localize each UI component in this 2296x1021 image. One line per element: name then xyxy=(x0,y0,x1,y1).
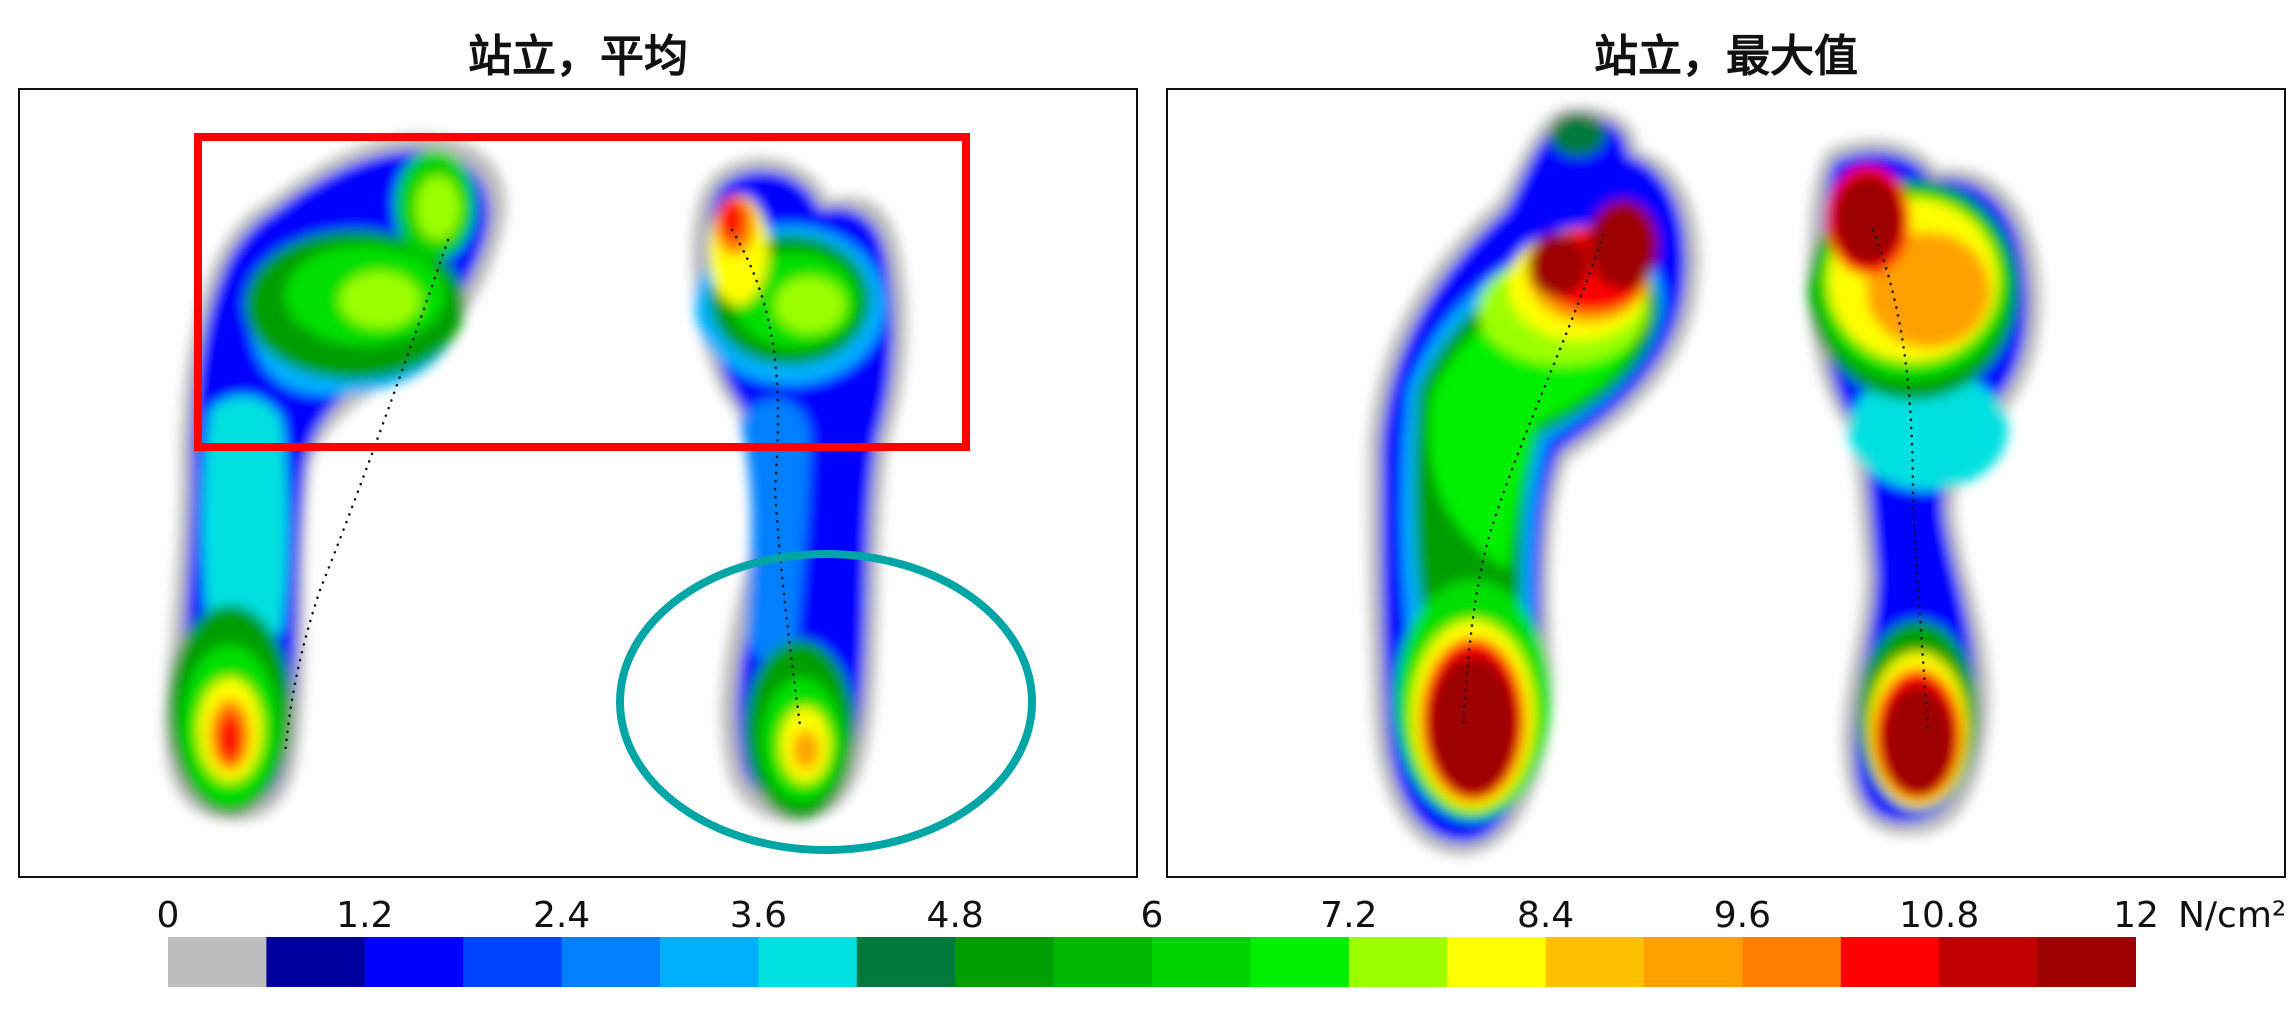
colorbar-segment xyxy=(1053,937,1153,987)
left-pressure-map xyxy=(164,133,1036,854)
left-forefoot-yellowgreen xyxy=(340,272,420,328)
colorbar-tick-label: 0 xyxy=(156,895,180,936)
left-toe-max-green xyxy=(1550,113,1606,157)
right-pressure-panel xyxy=(1166,88,2286,878)
colorbar-segment xyxy=(463,937,563,987)
left-toe-yellowgreen xyxy=(416,176,460,240)
colorbar-segment xyxy=(1939,937,2039,987)
colorbar-tick-label: 8.4 xyxy=(1516,895,1575,936)
right-forefoot-yellowgreen xyxy=(775,277,845,333)
colorbar-segment xyxy=(1840,937,1940,987)
right-foot-max-cop-trail xyxy=(1871,228,1930,732)
colorbar-tick-label: 6 xyxy=(1140,895,1164,936)
left-pressure-panel xyxy=(18,88,1138,878)
colorbar-segment xyxy=(1644,937,1743,987)
colorbar xyxy=(168,937,2136,987)
colorbar-segment xyxy=(561,937,661,987)
colorbar-segment xyxy=(364,937,464,987)
heel-highlight-ellipse xyxy=(616,550,1036,854)
colorbar-tick-label: 9.6 xyxy=(1713,895,1772,936)
right-foot-midblue xyxy=(740,398,810,662)
right-forefoot-max-orange xyxy=(1866,232,1990,348)
colorbar-segment xyxy=(1545,937,1645,987)
right-forefoot-max-darkred xyxy=(1834,175,1902,265)
right-foot-cop-trail xyxy=(730,228,802,727)
right-foot-print xyxy=(691,157,908,823)
left-foot-max-cop-trail xyxy=(1461,233,1605,732)
left-heel-max-darkred xyxy=(1429,655,1517,795)
colorbar-segment xyxy=(1348,937,1448,987)
right-pressure-map xyxy=(1368,106,2042,856)
left-forefoot-max-darkred-a xyxy=(1528,233,1588,297)
left-panel-title: 站立，平均 xyxy=(468,31,688,82)
colorbar-segment xyxy=(856,937,956,987)
colorbar-tick-label: 10.8 xyxy=(1899,895,1980,936)
right-foot-print-max xyxy=(1808,139,2042,836)
colorbar-segment xyxy=(1152,937,1251,987)
left-forefoot-max-darkred-b xyxy=(1588,200,1658,290)
left-foot-print xyxy=(164,134,507,821)
colorbar-segment xyxy=(2037,937,2136,987)
colorbar-segment xyxy=(168,937,267,987)
left-foot-cop-trail xyxy=(283,238,450,757)
colorbar-segment xyxy=(758,937,858,987)
left-foot-cyan xyxy=(202,396,288,645)
forefoot-highlight-rectangle xyxy=(194,133,970,451)
colorbar-unit-label: N/cm² xyxy=(2178,895,2287,936)
colorbar-segment xyxy=(1250,937,1350,987)
right-panel-title: 站立，最大值 xyxy=(1594,31,1858,82)
colorbar-segment xyxy=(660,937,759,987)
colorbar-segment xyxy=(266,937,366,987)
colorbar-tick-label: 4.8 xyxy=(926,895,984,936)
colorbar-segment xyxy=(1742,937,1842,987)
left-heel-red xyxy=(218,714,242,762)
right-heel-max-darkred xyxy=(1882,685,1954,795)
left-foot-print-max xyxy=(1368,106,1700,856)
right-foot-max-midfoot-cyan xyxy=(1848,370,2008,490)
colorbar-segment xyxy=(1447,937,1547,987)
colorbar-tick-label: 12 xyxy=(2113,895,2159,936)
colorbar-tick-label: 2.4 xyxy=(532,895,591,936)
colorbar-tick-label: 3.6 xyxy=(729,895,788,936)
colorbar-tick-label: 1.2 xyxy=(336,895,394,936)
right-heel-orange xyxy=(793,730,819,770)
right-toe-red xyxy=(720,200,744,240)
colorbar-segment xyxy=(955,937,1055,987)
colorbar-tick-label: 7.2 xyxy=(1320,895,1378,936)
